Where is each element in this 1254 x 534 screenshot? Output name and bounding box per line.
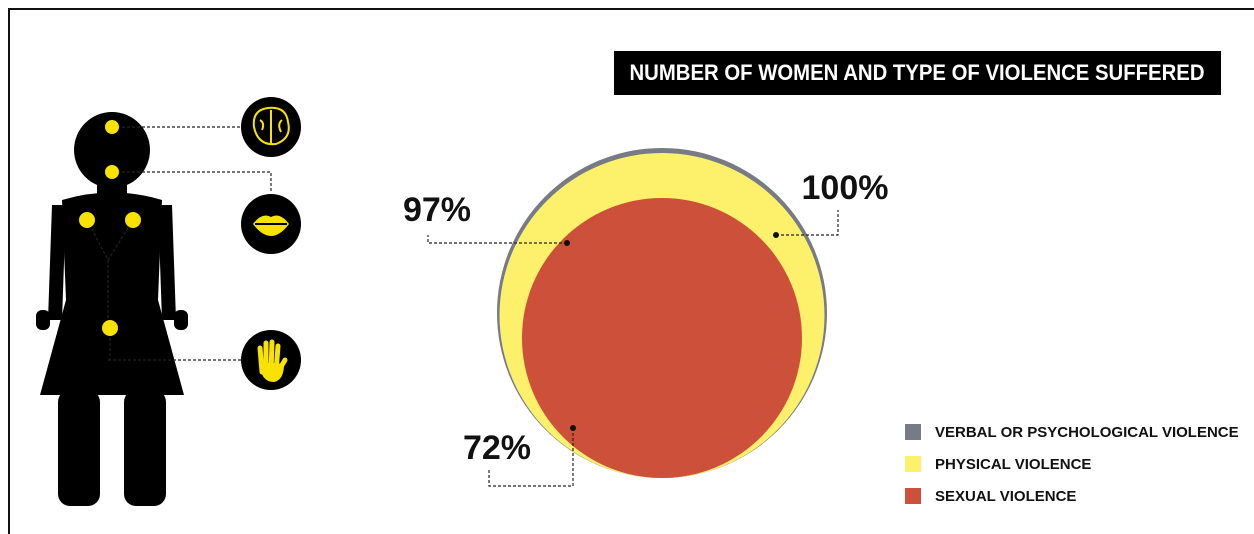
leader-dot xyxy=(570,425,576,431)
icons xyxy=(241,97,301,390)
value-label: 72% xyxy=(463,429,531,467)
woman-figure xyxy=(36,112,188,506)
leader-line xyxy=(776,210,839,236)
value-label: 100% xyxy=(802,169,889,207)
legend-swatch xyxy=(905,456,921,472)
leader-line xyxy=(488,428,574,487)
value-label: 97% xyxy=(403,191,471,229)
title-box xyxy=(614,51,1221,95)
circle xyxy=(521,197,803,478)
legend-label: PHYSICAL VIOLENCE xyxy=(935,456,1091,473)
legend-swatch xyxy=(905,488,921,504)
legend-label: VERBAL OR PSYCHOLOGICAL VIOLENCE xyxy=(935,424,1239,441)
body-points xyxy=(79,120,141,336)
leader-dot xyxy=(773,232,779,238)
chart-title: NUMBER OF WOMEN AND TYPE OF VIOLENCE SUF… xyxy=(630,60,1205,85)
frame xyxy=(8,8,1254,534)
legend-swatch xyxy=(905,424,921,440)
leader-line xyxy=(427,235,567,244)
leader-dot xyxy=(564,240,570,246)
legend-label: SEXUAL VIOLENCE xyxy=(935,488,1076,505)
